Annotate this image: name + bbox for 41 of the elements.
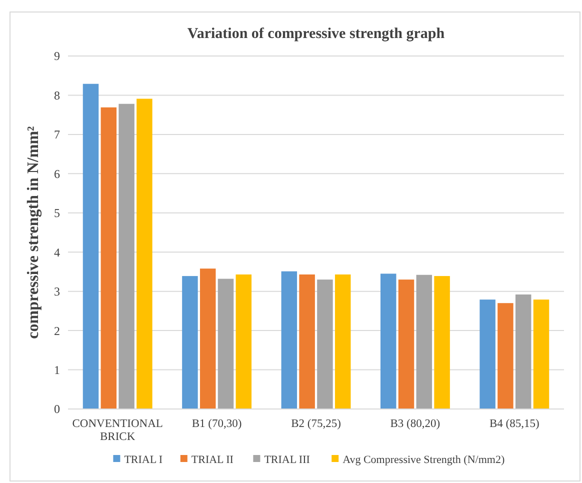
legend-label: Avg Compressive Strength (N/mm2) (342, 454, 505, 466)
bar (434, 276, 450, 409)
bar (236, 274, 252, 409)
bar (334, 274, 351, 409)
bar (182, 276, 198, 409)
legend-label: TRIAL II (191, 454, 234, 466)
x-tick-label: B3 (80,20) (390, 418, 440, 430)
y-tick-label: 8 (54, 88, 60, 102)
legend-label: TRIAL III (264, 454, 310, 466)
bar (82, 84, 99, 409)
bar (416, 274, 432, 409)
bar (200, 268, 216, 409)
x-tick-label: B2 (75,25) (291, 418, 342, 430)
bar (480, 300, 496, 409)
y-tick-label: 5 (54, 206, 60, 220)
bar (380, 274, 396, 409)
bar (100, 107, 117, 409)
chart-title: Variation of compressive strength graph (187, 26, 446, 42)
y-tick-label: 0 (54, 402, 60, 416)
y-tick-label: 4 (54, 245, 60, 260)
bar (533, 300, 550, 409)
bar (498, 303, 514, 409)
bar (281, 271, 298, 409)
bar (218, 278, 234, 409)
y-tick-label: 3 (54, 284, 60, 299)
y-tick-label: 6 (54, 166, 60, 181)
x-tick-label: B4 (85,15) (489, 418, 540, 430)
y-tick-label: 2 (54, 324, 60, 338)
x-tick-label: CONVENTIONAL BRICK (72, 418, 163, 443)
y-tick-label: 1 (54, 362, 60, 377)
bar (136, 98, 152, 409)
bar (118, 104, 134, 409)
legend-label: TRIAL I (124, 454, 163, 466)
x-tick-label: B1 (70,30) (192, 418, 242, 430)
bar (317, 280, 333, 409)
bar (515, 294, 532, 409)
y-tick-label: 9 (54, 49, 60, 64)
bar (398, 280, 414, 409)
y-tick-label: 7 (54, 128, 60, 142)
bar (299, 274, 315, 409)
y-axis-title: compressive strength in N/mm² (25, 126, 42, 339)
